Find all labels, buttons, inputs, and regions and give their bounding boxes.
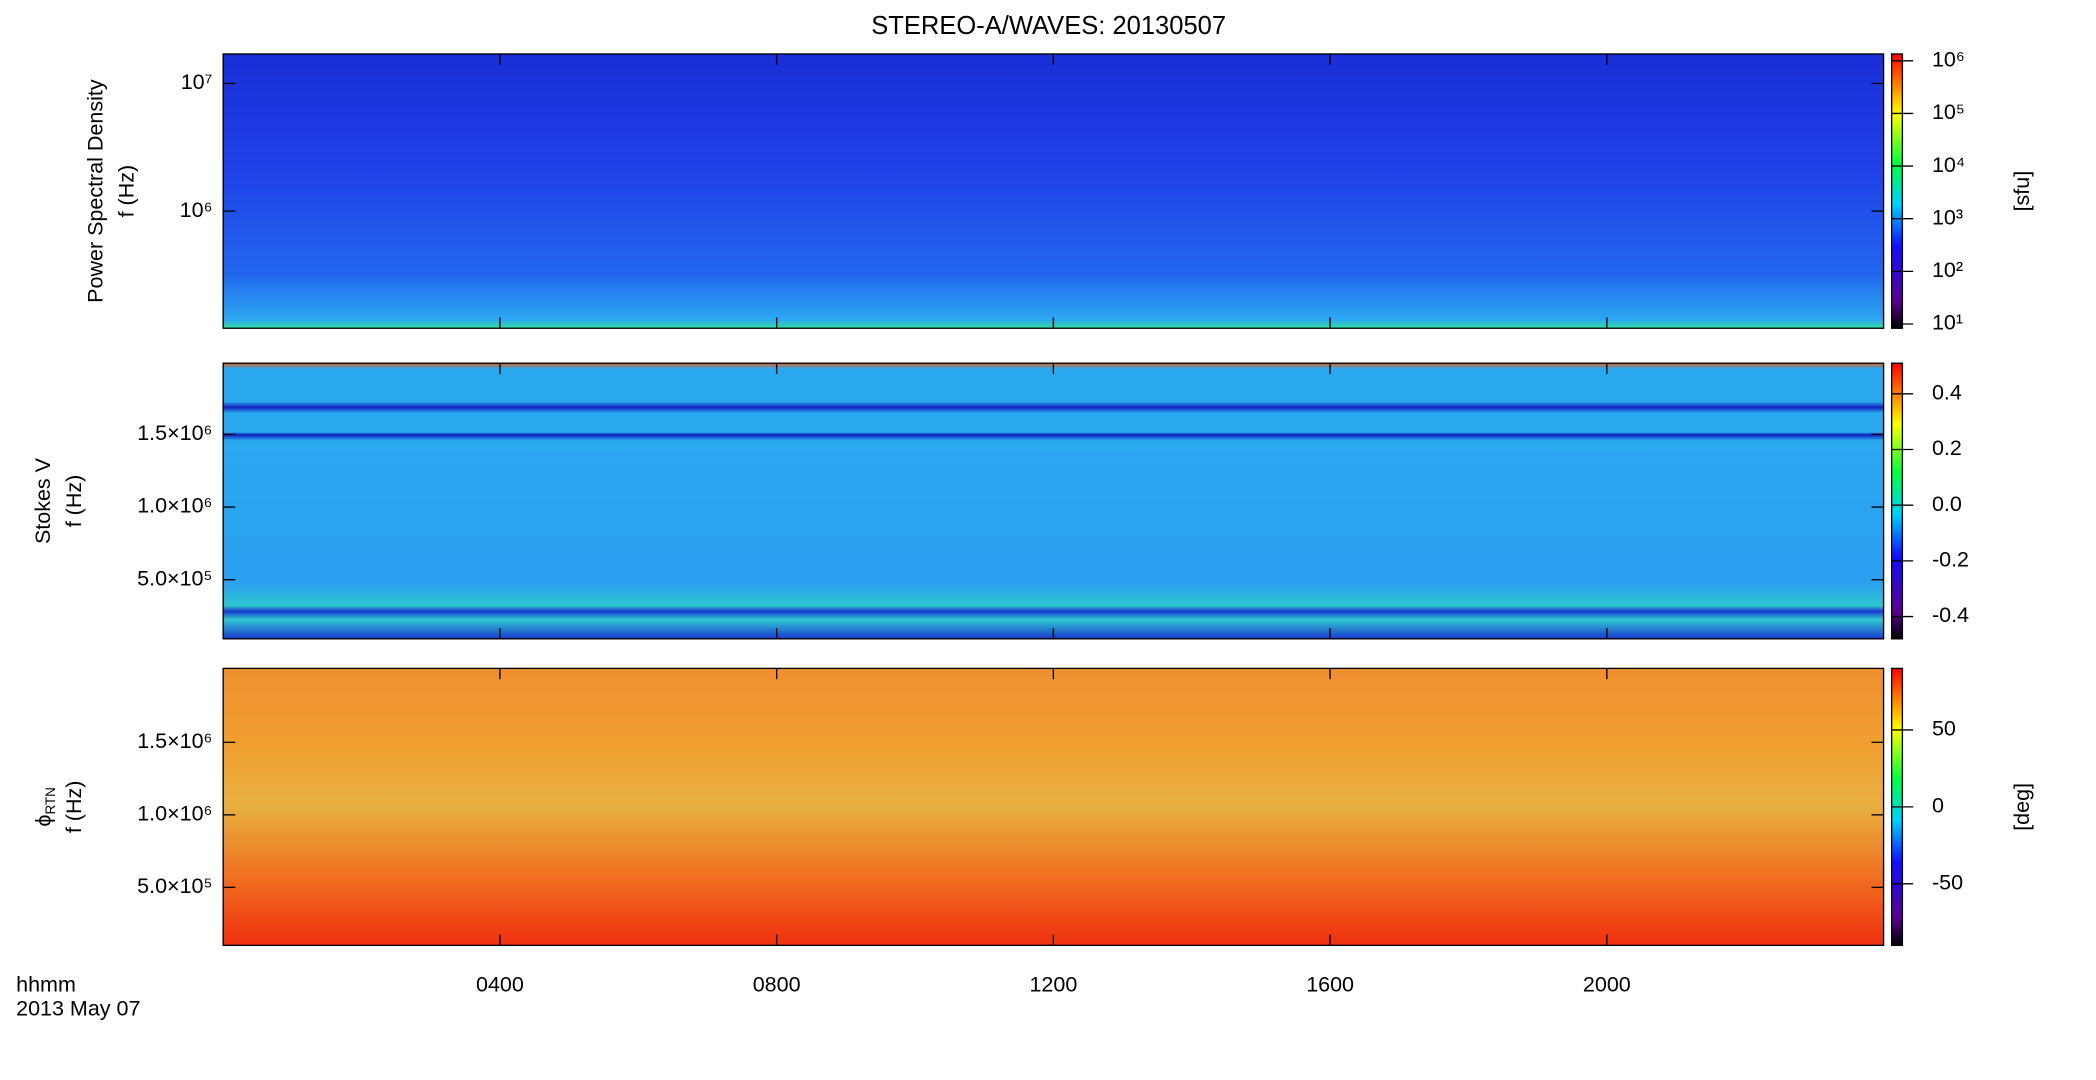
- colorbar-tick-label: 0: [1932, 794, 1944, 818]
- x-axis-date: 2013 May 07: [16, 997, 140, 1021]
- colorbar-tick-label: 50: [1932, 717, 1956, 741]
- colorbar-tick-label: -0.2: [1932, 548, 1969, 572]
- y-axis-label: ϕRTN: [31, 787, 58, 826]
- y-tick-label: 10⁶: [180, 198, 213, 222]
- colorbar-label: [deg]: [2010, 783, 2034, 831]
- colorbar-tick-label: 0.2: [1932, 436, 1962, 460]
- y-axis-label: f (Hz): [114, 165, 138, 218]
- y-tick-label: 1.0×10⁶: [137, 802, 212, 826]
- x-tick-label: 0400: [476, 972, 524, 996]
- x-tick-label: 1600: [1306, 972, 1354, 996]
- y-axis-label: Stokes V: [31, 457, 55, 544]
- colorbar-tick-label: 0.4: [1932, 381, 1962, 405]
- x-tick-label: 1200: [1029, 972, 1077, 996]
- colorbar-tick-label: 10⁴: [1932, 153, 1965, 177]
- y-tick-label: 1.0×10⁶: [137, 494, 212, 518]
- chart-title: STEREO-A/WAVES: 20130507: [871, 12, 1226, 40]
- spectrogram: [223, 363, 1884, 639]
- colorbar-tick-label: -0.4: [1932, 603, 1969, 627]
- colorbar-tick-label: 10³: [1932, 205, 1963, 229]
- y-label-symbol: ϕ: [31, 815, 55, 827]
- y-tick-label: 5.0×10⁵: [137, 874, 212, 898]
- y-axis-label: Power Spectral Density: [83, 79, 107, 303]
- y-axis-label: f (Hz): [62, 781, 86, 834]
- y-tick-label: 1.5×10⁶: [137, 729, 212, 753]
- spectrogram: [223, 53, 1884, 329]
- colorbar-tick-label: 0.0: [1932, 492, 1962, 516]
- y-tick-label: 5.0×10⁵: [137, 566, 212, 590]
- colorbar-tick-label: 10⁶: [1932, 48, 1965, 72]
- colorbar: [1890, 53, 1904, 329]
- colorbar-label: [sfu]: [2010, 171, 2034, 212]
- x-axis-label: hhmm: [16, 972, 76, 996]
- colorbar: [1890, 362, 1904, 640]
- colorbar-tick-label: 10¹: [1932, 311, 1963, 335]
- x-tick-label: 0800: [753, 972, 801, 996]
- y-axis-label: f (Hz): [62, 475, 86, 528]
- y-tick-label: 1.5×10⁶: [137, 421, 212, 445]
- colorbar-tick-label: -50: [1932, 870, 1963, 894]
- y-tick-label: 10⁷: [181, 70, 213, 94]
- colorbar-tick-label: 10⁵: [1932, 100, 1965, 124]
- x-tick-label: 2000: [1583, 972, 1631, 996]
- y-label-subscript: RTN: [43, 787, 58, 814]
- colorbar-tick-label: 10²: [1932, 258, 1963, 282]
- spectrogram: [223, 668, 1884, 946]
